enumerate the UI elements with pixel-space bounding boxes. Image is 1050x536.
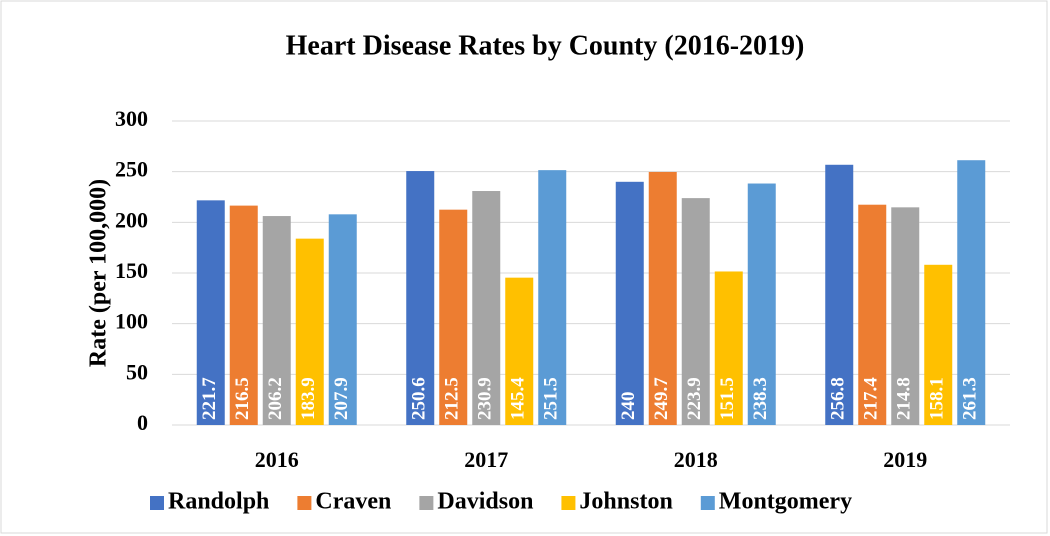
legend-label: Craven xyxy=(315,489,391,515)
legend-swatch xyxy=(297,496,312,510)
value-label: 216.5 xyxy=(232,377,253,420)
legend-swatch xyxy=(419,496,434,510)
value-label: 158.1 xyxy=(927,377,948,420)
bar xyxy=(406,171,435,425)
bar xyxy=(262,216,291,425)
bar xyxy=(439,209,468,425)
legend-label: Montgomery xyxy=(719,489,852,515)
value-label: 151.5 xyxy=(717,377,738,420)
y-tick-label: 0 xyxy=(137,410,148,435)
bar xyxy=(295,238,324,425)
y-tick-label: 200 xyxy=(115,207,148,232)
bar xyxy=(858,204,887,425)
bar xyxy=(648,171,677,425)
bar xyxy=(328,214,357,425)
bar xyxy=(538,170,567,425)
legend-label: Randolph xyxy=(168,489,269,515)
bar xyxy=(747,183,776,425)
value-label: 250.6 xyxy=(409,377,430,420)
x-tick-label: 2019 xyxy=(883,447,927,472)
y-tick-label: 250 xyxy=(115,157,148,182)
x-tick-label: 2018 xyxy=(674,447,718,472)
value-label: 217.4 xyxy=(861,377,882,420)
value-label: 214.8 xyxy=(894,377,915,420)
value-label: 240 xyxy=(618,392,639,421)
value-label: 256.8 xyxy=(828,377,849,420)
legend-swatch xyxy=(561,496,576,510)
value-label: 207.9 xyxy=(331,377,352,420)
value-label: 249.7 xyxy=(651,377,672,420)
value-label: 251.5 xyxy=(541,377,562,420)
bar xyxy=(681,198,710,425)
y-tick-label: 150 xyxy=(115,258,148,283)
legend-label: Johnston xyxy=(579,489,672,515)
legend-label: Davidson xyxy=(437,489,533,515)
value-label: 145.4 xyxy=(508,377,529,420)
value-label: 212.5 xyxy=(442,377,463,420)
value-label: 261.3 xyxy=(960,377,981,420)
chart-title: Heart Disease Rates by County (2016-2019… xyxy=(286,30,805,61)
value-label: 183.9 xyxy=(298,377,319,420)
y-tick-label: 100 xyxy=(115,309,148,334)
value-label: 238.3 xyxy=(750,377,771,420)
bar xyxy=(924,264,953,425)
bar xyxy=(714,271,743,425)
bar xyxy=(196,200,225,425)
value-label: 230.9 xyxy=(475,377,496,420)
value-label: 206.2 xyxy=(265,377,286,420)
bar xyxy=(957,160,986,425)
legend-swatch xyxy=(150,496,164,510)
bar xyxy=(615,181,644,425)
x-tick-label: 2017 xyxy=(464,447,508,472)
bar xyxy=(891,207,920,425)
y-tick-label: 300 xyxy=(115,106,148,131)
y-tick-label: 50 xyxy=(126,359,148,384)
bar xyxy=(825,164,854,425)
bar xyxy=(229,205,258,425)
legend-swatch xyxy=(700,496,715,510)
bar xyxy=(505,277,534,425)
bar xyxy=(472,191,501,425)
value-label: 221.7 xyxy=(199,377,220,420)
x-tick-label: 2016 xyxy=(255,447,299,472)
y-axis-label: Rate (per 100,000) xyxy=(86,179,112,367)
value-label: 223.9 xyxy=(684,377,705,420)
